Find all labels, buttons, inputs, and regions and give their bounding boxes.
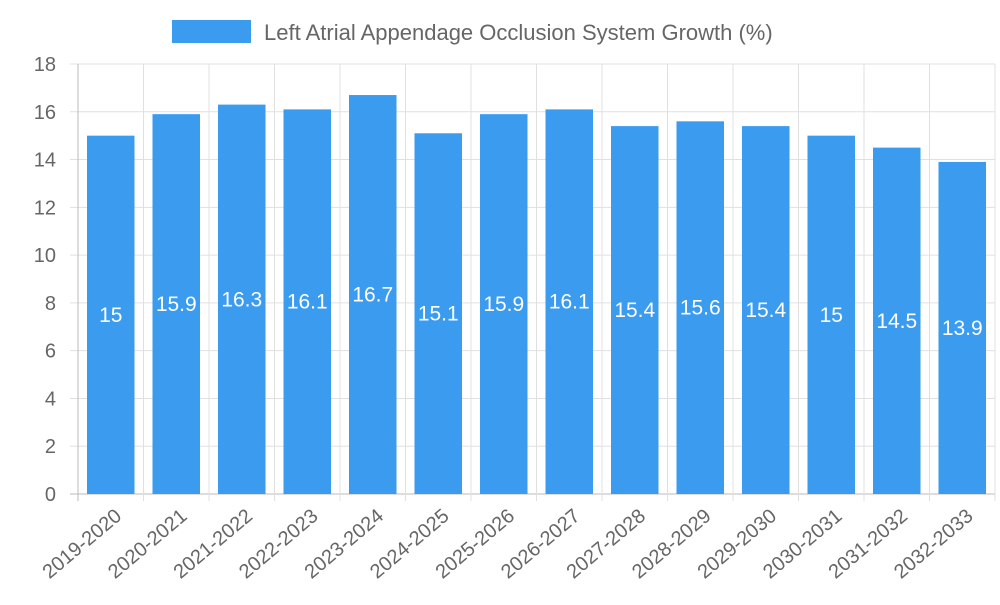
y-tick-label: 0 — [45, 484, 56, 506]
bar-value-label: 16.1 — [287, 291, 328, 314]
bar — [938, 161, 986, 494]
bar-value-label: 16.7 — [352, 284, 393, 307]
y-tick-label: 6 — [45, 341, 56, 363]
y-tick-label: 18 — [34, 54, 56, 76]
y-tick-label: 4 — [45, 388, 56, 410]
bar — [873, 147, 921, 494]
bar — [742, 126, 790, 494]
bar — [218, 104, 266, 494]
bar-value-label: 15 — [820, 304, 843, 327]
y-axis: 0 2 4 6 8 10 12 14 16 18 — [34, 54, 56, 506]
y-tick-label: 8 — [45, 293, 56, 315]
y-tick-label: 16 — [34, 102, 56, 124]
bar-value-label: 15.1 — [418, 303, 459, 326]
bar — [480, 114, 528, 495]
bar-value-label: 14.5 — [876, 310, 917, 333]
bar — [676, 121, 724, 494]
y-tick-label: 2 — [45, 436, 56, 458]
bar — [611, 126, 659, 494]
bar — [283, 109, 331, 494]
y-tick-label: 12 — [34, 197, 56, 219]
bar-value-label: 15.6 — [680, 297, 721, 320]
bar — [349, 95, 397, 495]
y-tick-label: 14 — [34, 150, 56, 172]
bar-value-label: 15.4 — [614, 299, 655, 322]
legend-swatch — [172, 20, 251, 43]
legend-label: Left Atrial Appendage Occlusion System G… — [264, 20, 773, 45]
bar-value-label: 15.4 — [745, 299, 786, 322]
bars: 15 15.9 16.3 16.1 16.7 15.1 15.9 16.1 15.4 15.6 15… — [87, 95, 986, 495]
bar-value-label: 16.1 — [549, 291, 590, 314]
bar — [152, 114, 200, 495]
bar-value-label: 15 — [99, 304, 122, 327]
bar — [414, 133, 462, 494]
x-axis: 2019-20202020-20212021-20222022-20232023… — [39, 505, 978, 583]
bar-value-label: 15.9 — [156, 293, 197, 316]
grid — [70, 63, 996, 501]
bar — [87, 135, 135, 494]
bar-value-label: 16.3 — [221, 288, 262, 311]
bar-value-label: 13.9 — [942, 317, 983, 340]
y-tick-label: 10 — [34, 245, 56, 267]
bar — [545, 109, 593, 494]
bar-value-label: 15.9 — [483, 293, 524, 316]
bar — [807, 135, 855, 494]
legend[interactable]: Left Atrial Appendage Occlusion System G… — [172, 20, 773, 45]
